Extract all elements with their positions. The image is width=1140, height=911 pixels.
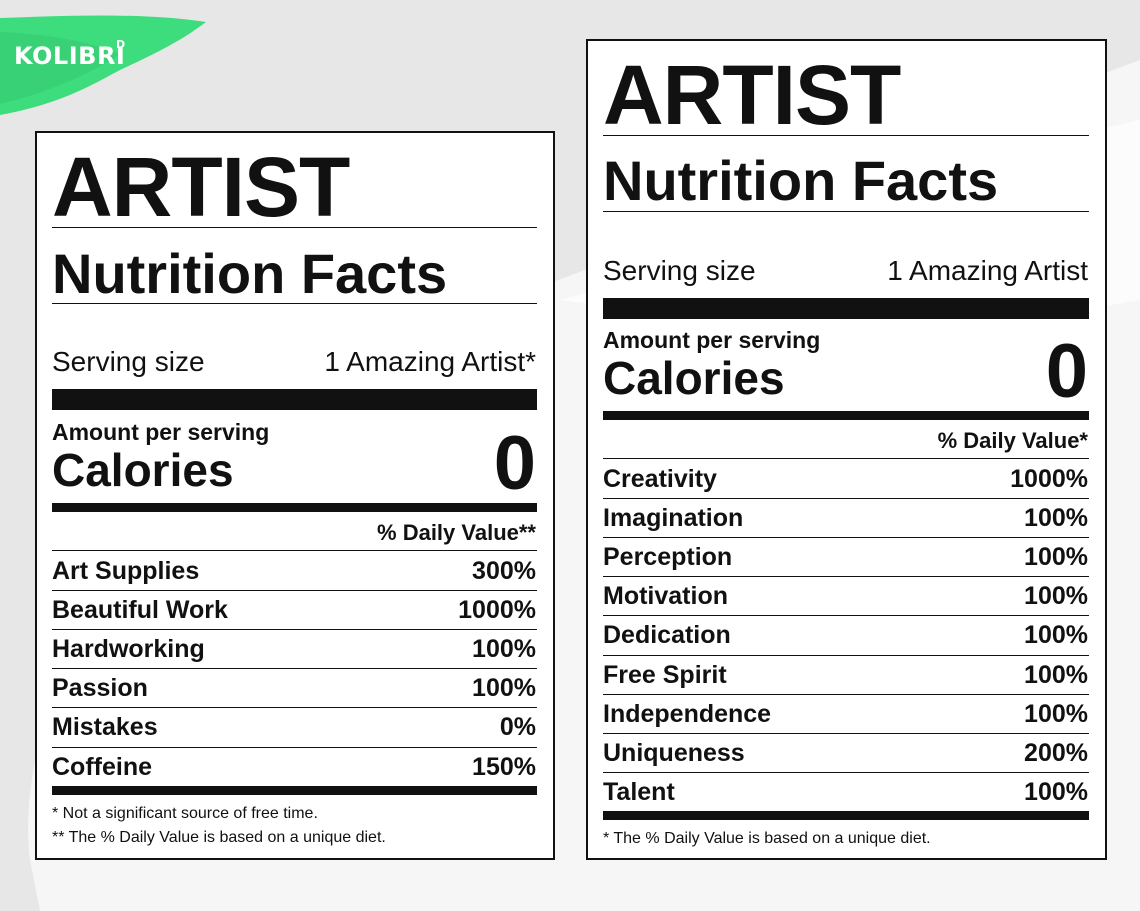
nutrient-name: Dedication [603, 621, 731, 650]
medium-divider [52, 786, 537, 795]
nutrient-name: Hardworking [52, 635, 205, 664]
nutrient-name: Motivation [603, 582, 728, 611]
nutrient-name: Beautiful Work [52, 596, 228, 625]
medium-divider [603, 411, 1089, 420]
thick-divider [52, 389, 537, 410]
nutrient-value: 1000% [458, 596, 536, 625]
row-divider [603, 771, 1089, 773]
row-divider [603, 654, 1089, 656]
nutrition-label-left: ARTIST Nutrition Facts Serving size 1 Am… [35, 131, 555, 860]
label-subtitle: Nutrition Facts [603, 149, 999, 212]
serving-size-label: Serving size [52, 346, 205, 377]
divider [603, 211, 1089, 212]
row-divider [603, 693, 1089, 695]
label-title: ARTIST [603, 48, 901, 142]
nutrient-name: Talent [603, 777, 675, 806]
nutrition-label-right: ARTIST Nutrition Facts Serving size 1 Am… [586, 39, 1107, 860]
row-divider [603, 732, 1089, 734]
row-divider [52, 629, 537, 631]
nutrient-value: 100% [1024, 582, 1088, 611]
nutrient-value: 100% [1024, 777, 1088, 806]
nutrient-name: Mistakes [52, 713, 158, 742]
footnote: ** The % Daily Value is based on a uniqu… [52, 829, 386, 846]
medium-divider [52, 503, 537, 512]
footnote: * Not a significant source of free time. [52, 805, 318, 822]
divider [603, 458, 1089, 459]
footnote: * The % Daily Value is based on a unique… [603, 830, 931, 847]
nutrient-name: Creativity [603, 465, 717, 493]
row-divider [603, 537, 1089, 539]
nutrient-value: 100% [1024, 699, 1088, 728]
calories-label: Calories [52, 444, 234, 496]
nutrient-value: 100% [472, 674, 536, 703]
row-divider [603, 498, 1089, 500]
brand-name: KOLIBRI [14, 42, 126, 70]
row-divider [603, 576, 1089, 578]
row-divider [52, 590, 537, 592]
divider [52, 550, 537, 551]
row-divider [603, 615, 1089, 617]
nutrient-name: Passion [52, 674, 148, 703]
row-divider [52, 668, 537, 670]
divider [603, 135, 1089, 136]
serving-size-value: 1 Amazing Artist [887, 255, 1088, 286]
label-subtitle: Nutrition Facts [52, 242, 448, 305]
nutrient-name: Imagination [603, 504, 744, 533]
nutrient-value: 100% [1024, 660, 1088, 689]
nutrient-name: Coffeine [52, 752, 152, 781]
brand-sup: D [116, 38, 126, 51]
nutrient-value: 150% [472, 752, 536, 781]
row-divider [52, 746, 537, 748]
serving-size-label: Serving size [603, 255, 756, 286]
calories-value: 0 [493, 421, 536, 506]
nutrient-value: 1000% [1010, 465, 1088, 493]
nutrient-name: Art Supplies [52, 557, 200, 585]
nutrient-value: 0% [499, 713, 536, 742]
nutrient-value: 300% [472, 557, 536, 585]
nutrient-name: Independence [603, 699, 772, 728]
divider [52, 303, 537, 304]
nutrient-name: Perception [603, 543, 733, 572]
nutrient-value: 100% [472, 635, 536, 664]
serving-size-value: 1 Amazing Artist* [324, 346, 536, 377]
amount-per-serving: Amount per serving [603, 327, 821, 353]
calories-value: 0 [1045, 329, 1088, 414]
daily-value-header: % Daily Value** [377, 520, 536, 545]
row-divider [52, 707, 537, 709]
amount-per-serving: Amount per serving [52, 419, 270, 445]
nutrient-value: 100% [1024, 543, 1088, 572]
nutrient-name: Uniqueness [603, 738, 745, 767]
thick-divider [603, 298, 1089, 319]
calories-label: Calories [603, 352, 785, 404]
nutrient-value: 100% [1024, 504, 1088, 533]
daily-value-header: % Daily Value* [937, 428, 1088, 453]
nutrient-name: Free Spirit [603, 660, 727, 689]
nutrient-value: 100% [1024, 621, 1088, 650]
divider [52, 227, 537, 228]
medium-divider [603, 811, 1089, 820]
label-title: ARTIST [52, 140, 350, 234]
nutrient-value: 200% [1024, 738, 1088, 767]
kolibri-logo: KOLIBRI D [0, 12, 210, 117]
